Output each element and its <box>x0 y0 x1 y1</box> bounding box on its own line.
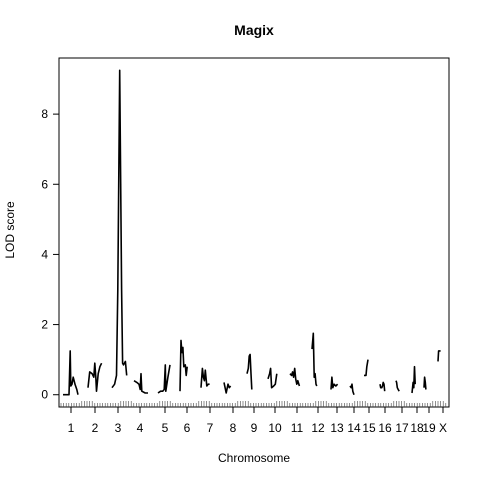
lod-line-chr-13 <box>330 376 339 390</box>
x-tick-label: 3 <box>115 421 122 435</box>
lod-line-chr-1 <box>63 350 79 396</box>
x-tick-label: 6 <box>184 421 191 435</box>
lod-line-chr-5 <box>157 364 171 394</box>
marker-rug <box>60 401 447 407</box>
x-tick-label: 5 <box>162 421 169 435</box>
lod-line-chr-9 <box>246 353 253 390</box>
x-tick-label: X <box>439 421 447 435</box>
x-tick-label: 7 <box>207 421 214 435</box>
lod-line-chr-18 <box>411 365 416 394</box>
x-axis-label: Chromosome <box>218 451 290 465</box>
x-tick-label: 18 <box>410 421 424 435</box>
chart-title: Magix <box>234 22 274 38</box>
x-tick-label: 10 <box>268 421 282 435</box>
lod-line-chr-17 <box>395 380 400 392</box>
x-tick-label: 19 <box>422 421 436 435</box>
y-tick-label: 0 <box>41 388 48 402</box>
y-tick-label: 4 <box>41 247 48 261</box>
y-tick-label: 6 <box>41 177 48 191</box>
x-tick-label: 8 <box>230 421 237 435</box>
y-tick-label: 8 <box>41 107 48 121</box>
x-tick-label: 14 <box>347 421 361 435</box>
lod-line-chr-15 <box>364 359 369 377</box>
x-tick-label: 15 <box>362 421 376 435</box>
x-tick-label: 17 <box>395 421 409 435</box>
lod-line-chr-16 <box>379 381 386 392</box>
lod-line-chr-X <box>437 350 441 362</box>
lod-line-chr-8 <box>223 382 232 394</box>
lod-line-chr-3 <box>111 69 128 389</box>
lod-series <box>63 69 441 396</box>
y-axis-label: LOD score <box>3 201 17 259</box>
lod-line-chr-10 <box>267 367 278 389</box>
x-tick-label: 11 <box>291 421 304 435</box>
x-tick-label: 2 <box>92 421 99 435</box>
lod-line-chr-6 <box>179 339 188 392</box>
x-tick-label: 16 <box>378 421 392 435</box>
x-tick-label: 12 <box>311 421 325 435</box>
x-tick-label: 9 <box>251 421 258 435</box>
y-axis: 0 2 4 6 8 <box>41 107 59 402</box>
y-tick-label: 2 <box>41 318 48 332</box>
lod-line-chr-7 <box>200 367 210 388</box>
x-tick-label: 1 <box>68 421 75 435</box>
lod-line-chr-12 <box>311 332 318 387</box>
lod-line-chr-2 <box>87 362 103 393</box>
lod-line-chr-11 <box>289 367 301 387</box>
lod-line-chr-19 <box>423 376 427 390</box>
x-tick-label: 4 <box>137 421 144 435</box>
lod-line-chr-14 <box>349 383 355 395</box>
x-tick-label: 13 <box>330 421 344 435</box>
lod-line-chr-4 <box>133 372 148 394</box>
